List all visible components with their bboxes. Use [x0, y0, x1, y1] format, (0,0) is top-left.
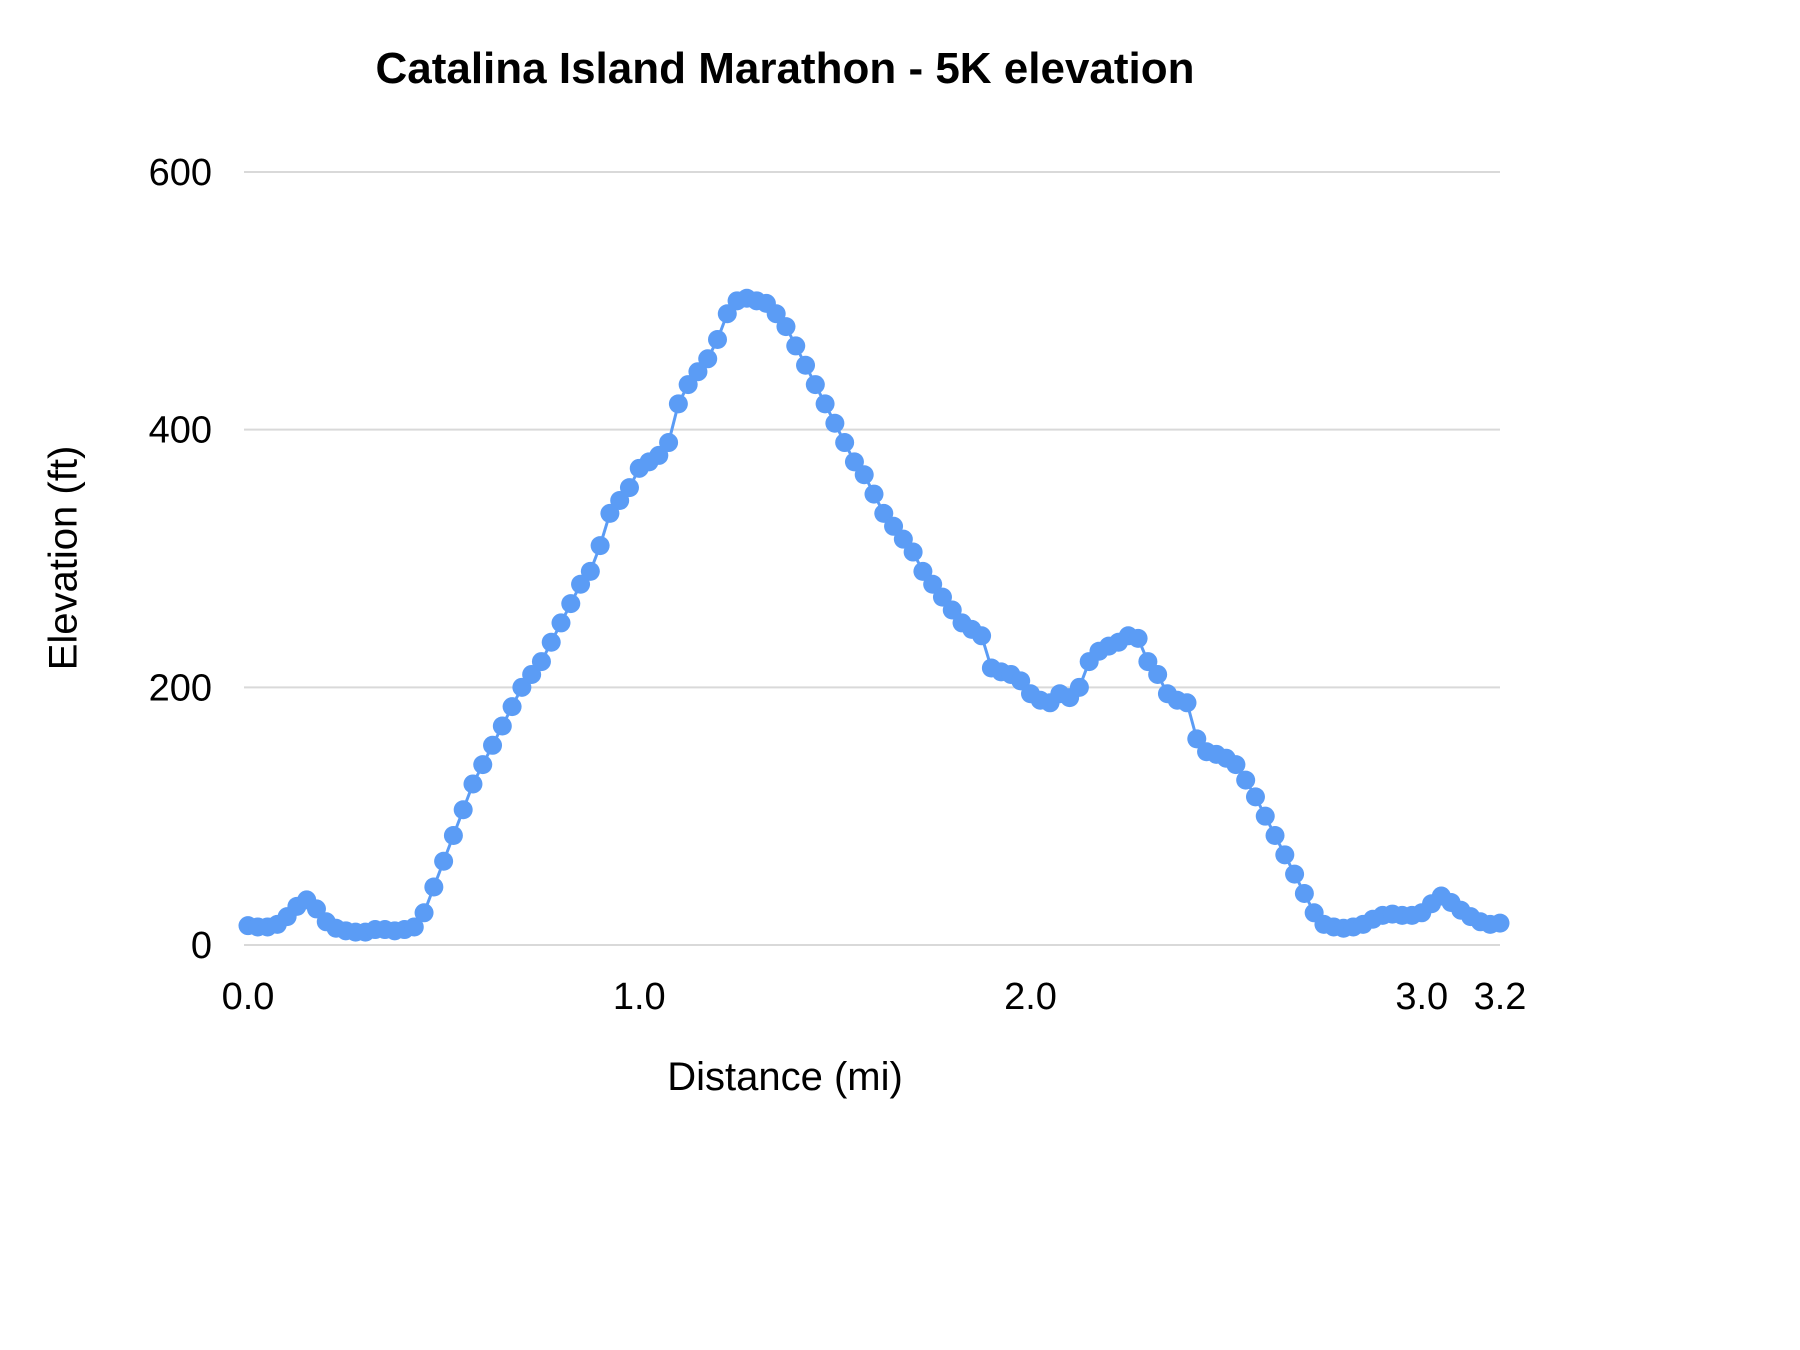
x-axis-title: Distance (mi) — [667, 1055, 903, 1099]
data-point — [306, 899, 326, 919]
data-point — [844, 452, 864, 472]
data-point — [463, 774, 483, 794]
y-tick-label-0: 0 — [191, 925, 212, 967]
chart-title: Catalina Island Marathon - 5K elevation — [375, 44, 1195, 93]
data-point — [874, 503, 894, 523]
data-point — [443, 825, 463, 845]
data-point — [483, 735, 503, 755]
data-point — [434, 851, 454, 871]
data-point — [815, 394, 835, 414]
data-point — [404, 917, 424, 937]
y-tick-label-400: 400 — [149, 410, 212, 452]
y-tick-label-600: 600 — [149, 152, 212, 194]
data-point — [600, 503, 620, 523]
data-point — [1255, 806, 1275, 826]
data-point — [531, 652, 551, 672]
data-point — [786, 336, 806, 356]
data-point — [571, 574, 591, 594]
data-point — [580, 561, 600, 581]
data-point — [1285, 864, 1305, 884]
x-tick-label-1.0: 1.0 — [613, 976, 666, 1018]
data-point — [502, 697, 522, 717]
data-point — [473, 755, 493, 775]
data-point — [708, 329, 727, 349]
data-point — [590, 536, 610, 556]
data-point — [698, 349, 718, 369]
x-tick-label-2.0: 2.0 — [1004, 976, 1057, 1018]
data-point — [1187, 729, 1207, 749]
data-point — [551, 613, 571, 633]
data-point — [1490, 913, 1510, 933]
data-point — [1138, 652, 1158, 672]
data-point — [717, 304, 737, 324]
data-point — [805, 375, 825, 395]
data-point — [453, 800, 473, 820]
data-point — [492, 716, 512, 736]
data-point — [649, 445, 669, 465]
data-point — [854, 465, 874, 485]
data-point — [1177, 693, 1197, 713]
data-point — [541, 632, 561, 652]
data-point — [424, 877, 444, 897]
y-axis-title: Elevation (ft) — [41, 445, 86, 671]
data-point — [1011, 671, 1031, 691]
data-point — [776, 317, 796, 337]
data-point — [1128, 628, 1148, 648]
data-point — [678, 375, 698, 395]
x-tick-label-0.0: 0.0 — [222, 976, 275, 1018]
data-point — [512, 677, 532, 697]
data-point — [1148, 664, 1168, 684]
data-point — [893, 529, 913, 549]
data-point — [610, 491, 630, 511]
data-point — [884, 516, 904, 536]
data-point — [766, 304, 786, 324]
x-tick-label-3.0: 3.0 — [1395, 976, 1448, 1018]
data-point — [522, 664, 542, 684]
data-point — [825, 413, 845, 433]
data-point — [1245, 787, 1265, 807]
data-point — [932, 587, 952, 607]
data-point — [619, 478, 639, 498]
data-point — [1294, 883, 1314, 903]
x-tick-label-3.2: 3.2 — [1474, 976, 1527, 1018]
data-point — [561, 594, 581, 614]
data-point — [835, 433, 855, 453]
data-point — [864, 484, 884, 504]
data-point — [668, 394, 688, 414]
data-point — [688, 362, 708, 382]
data-point — [796, 355, 816, 375]
data-point — [1069, 677, 1089, 697]
data-point — [1236, 770, 1256, 790]
data-point — [1265, 825, 1285, 845]
data-point — [659, 433, 679, 453]
y-tick-label-200: 200 — [149, 667, 212, 709]
data-point — [913, 561, 933, 581]
data-point — [972, 626, 992, 646]
data-point — [414, 903, 434, 923]
data-point — [903, 542, 923, 562]
data-point — [942, 600, 962, 620]
elevation-line — [247, 296, 1501, 934]
data-point — [1275, 845, 1295, 865]
data-point — [1226, 755, 1246, 775]
data-point — [923, 574, 943, 594]
